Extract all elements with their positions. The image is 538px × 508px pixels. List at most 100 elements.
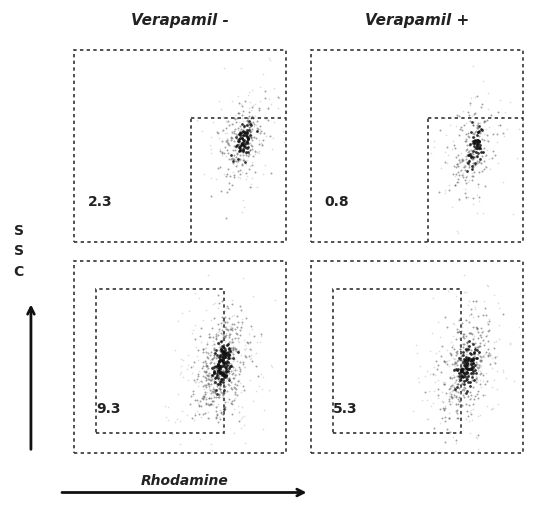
Point	[238, 140, 246, 148]
Point	[465, 364, 473, 372]
Point	[436, 449, 445, 457]
Point	[243, 135, 252, 143]
Point	[197, 338, 206, 346]
Point	[220, 372, 228, 380]
Point	[454, 379, 462, 388]
Point	[463, 350, 471, 358]
Point	[219, 369, 228, 377]
Point	[247, 354, 256, 362]
Point	[225, 346, 233, 354]
Point	[452, 407, 461, 416]
Point	[229, 353, 238, 361]
Point	[248, 161, 257, 169]
Point	[222, 364, 230, 372]
Point	[204, 354, 213, 362]
Point	[194, 372, 202, 380]
Point	[244, 118, 253, 126]
Point	[208, 371, 217, 379]
Point	[216, 363, 224, 371]
Point	[449, 137, 457, 145]
Point	[250, 121, 259, 130]
Point	[514, 323, 523, 331]
Point	[487, 354, 496, 362]
Point	[433, 394, 442, 402]
Point	[471, 433, 480, 441]
Point	[209, 387, 218, 395]
Point	[472, 136, 481, 144]
Point	[209, 363, 218, 371]
Point	[202, 344, 210, 353]
Point	[224, 326, 233, 334]
Point	[248, 118, 257, 126]
Point	[220, 170, 228, 178]
Point	[206, 387, 214, 395]
Point	[435, 347, 444, 356]
Point	[221, 351, 230, 359]
Point	[476, 342, 485, 351]
Point	[439, 377, 448, 386]
Point	[216, 356, 224, 364]
Point	[238, 413, 246, 421]
Point	[224, 359, 233, 367]
Point	[210, 353, 218, 361]
Point	[490, 151, 499, 159]
Point	[449, 354, 458, 362]
Point	[222, 325, 230, 333]
Point	[218, 348, 226, 357]
Point	[217, 343, 225, 351]
Point	[218, 350, 226, 358]
Point	[489, 404, 497, 412]
Point	[231, 118, 240, 126]
Point	[238, 208, 247, 216]
Point	[204, 408, 213, 416]
Point	[456, 389, 464, 397]
Point	[463, 158, 472, 167]
Point	[243, 144, 252, 152]
Point	[450, 321, 458, 329]
Point	[481, 380, 490, 388]
Point	[222, 365, 231, 373]
Point	[240, 144, 249, 152]
Point	[453, 383, 462, 391]
Point	[247, 136, 256, 144]
Point	[454, 162, 462, 170]
Point	[243, 137, 251, 145]
Point	[476, 144, 484, 152]
Point	[224, 369, 233, 377]
Point	[244, 330, 253, 338]
Point	[209, 339, 218, 347]
Point	[217, 408, 226, 417]
Point	[183, 376, 192, 385]
Point	[464, 163, 473, 171]
Point	[229, 357, 237, 365]
Point	[447, 393, 455, 401]
Point	[469, 367, 477, 375]
Point	[239, 136, 247, 144]
Point	[199, 362, 208, 370]
Point	[248, 103, 257, 111]
Point	[471, 373, 480, 382]
Point	[484, 105, 493, 113]
Point	[471, 339, 479, 347]
Text: 5.3: 5.3	[333, 402, 358, 416]
Point	[207, 377, 215, 385]
Point	[462, 332, 470, 340]
Point	[208, 375, 216, 383]
Point	[457, 323, 466, 331]
Point	[215, 361, 224, 369]
Point	[221, 129, 229, 137]
Point	[220, 402, 229, 410]
Point	[230, 320, 238, 328]
Point	[457, 401, 466, 409]
Point	[475, 157, 483, 166]
Point	[202, 361, 210, 369]
Point	[220, 372, 228, 380]
Point	[513, 154, 521, 163]
Point	[222, 359, 231, 367]
Point	[469, 163, 478, 171]
Point	[202, 384, 211, 392]
Point	[445, 395, 454, 403]
Point	[464, 369, 473, 377]
Point	[252, 349, 261, 357]
Point	[455, 372, 463, 380]
